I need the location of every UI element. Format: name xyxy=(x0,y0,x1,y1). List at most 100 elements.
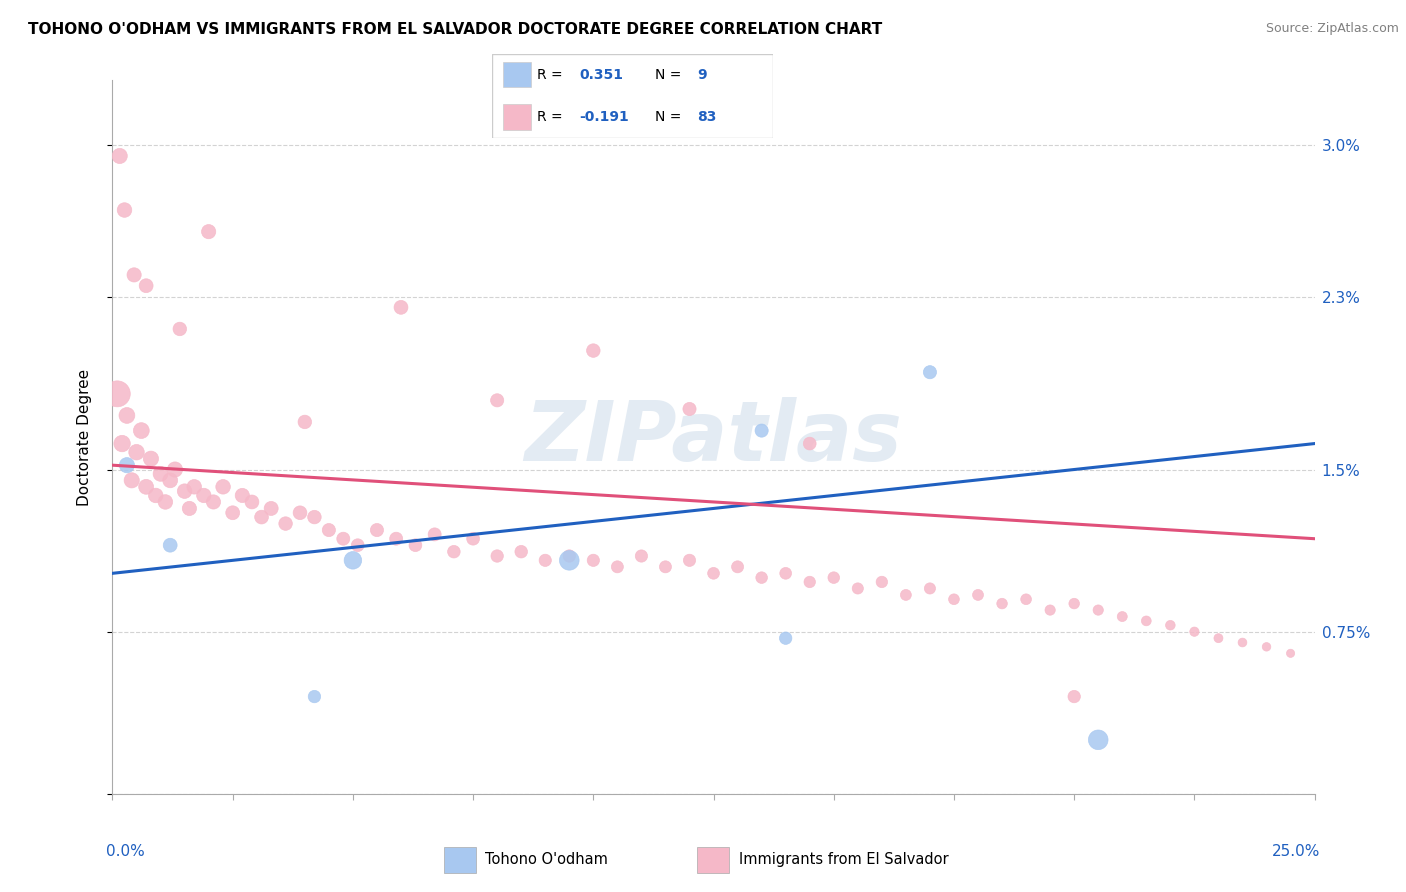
Point xyxy=(727,559,749,574)
Point xyxy=(534,553,557,567)
Point xyxy=(654,559,676,574)
Point xyxy=(288,506,311,520)
Point xyxy=(942,592,965,607)
Point xyxy=(582,343,605,358)
Point xyxy=(1015,592,1038,607)
Point xyxy=(630,549,652,563)
Point xyxy=(389,301,412,315)
Point xyxy=(1087,732,1109,747)
Point xyxy=(125,445,148,459)
Point xyxy=(202,495,225,509)
Point xyxy=(423,527,446,541)
Point xyxy=(846,582,869,596)
Point xyxy=(385,532,408,546)
Point xyxy=(775,566,797,581)
Point xyxy=(1111,609,1133,624)
Text: R =: R = xyxy=(537,68,567,82)
Point xyxy=(179,501,201,516)
Point xyxy=(510,544,533,558)
Point xyxy=(775,631,797,645)
Text: 9: 9 xyxy=(697,68,707,82)
Point xyxy=(582,553,605,567)
Point xyxy=(260,501,283,516)
Point xyxy=(678,553,700,567)
Point xyxy=(108,149,131,163)
Point xyxy=(304,510,326,524)
Text: 0.0%: 0.0% xyxy=(107,844,145,859)
Point xyxy=(115,409,138,423)
Text: Tohono O'odham: Tohono O'odham xyxy=(485,853,609,867)
Point xyxy=(461,532,484,546)
Point xyxy=(121,473,143,487)
Point xyxy=(1184,624,1206,639)
Point xyxy=(1232,635,1254,649)
Point xyxy=(486,393,509,408)
Text: N =: N = xyxy=(655,110,686,124)
Point xyxy=(135,480,157,494)
FancyBboxPatch shape xyxy=(492,54,773,138)
Text: 83: 83 xyxy=(697,110,717,124)
Point xyxy=(332,532,354,546)
Point xyxy=(145,488,167,502)
FancyBboxPatch shape xyxy=(503,104,531,130)
FancyBboxPatch shape xyxy=(444,847,475,873)
Point xyxy=(799,574,821,589)
Text: Source: ZipAtlas.com: Source: ZipAtlas.com xyxy=(1265,22,1399,36)
Point xyxy=(702,566,725,581)
Text: 25.0%: 25.0% xyxy=(1272,844,1320,859)
Point xyxy=(294,415,316,429)
Point xyxy=(1039,603,1062,617)
Point xyxy=(823,571,845,585)
Point xyxy=(342,553,364,567)
Point xyxy=(135,278,157,293)
Point xyxy=(1279,646,1302,660)
Point xyxy=(678,401,700,416)
Point xyxy=(366,523,388,537)
Point xyxy=(149,467,172,481)
Point xyxy=(1087,603,1109,617)
Text: R =: R = xyxy=(537,110,567,124)
Point xyxy=(111,436,134,450)
Point xyxy=(918,365,941,379)
Point xyxy=(894,588,917,602)
Point xyxy=(558,553,581,567)
Point xyxy=(1135,614,1157,628)
Point xyxy=(751,571,773,585)
Point xyxy=(558,549,581,563)
Point xyxy=(159,538,181,552)
Point xyxy=(274,516,297,531)
Point xyxy=(918,582,941,596)
Point xyxy=(222,506,245,520)
Point xyxy=(169,322,191,336)
FancyBboxPatch shape xyxy=(503,62,531,87)
Point xyxy=(231,488,253,502)
Point xyxy=(751,424,773,438)
Point xyxy=(139,451,162,466)
Text: N =: N = xyxy=(655,68,686,82)
Point xyxy=(131,424,153,438)
Point xyxy=(114,202,136,217)
Point xyxy=(173,484,195,499)
FancyBboxPatch shape xyxy=(697,847,728,873)
Text: TOHONO O'ODHAM VS IMMIGRANTS FROM EL SALVADOR DOCTORATE DEGREE CORRELATION CHART: TOHONO O'ODHAM VS IMMIGRANTS FROM EL SAL… xyxy=(28,22,883,37)
Text: 0.351: 0.351 xyxy=(579,68,623,82)
Point xyxy=(159,473,181,487)
Point xyxy=(870,574,893,589)
Point xyxy=(404,538,426,552)
Point xyxy=(304,690,326,704)
Point xyxy=(240,495,263,509)
Point xyxy=(1208,631,1230,645)
Point xyxy=(155,495,177,509)
Text: ZIPatlas: ZIPatlas xyxy=(524,397,903,477)
Point xyxy=(163,462,186,476)
Point xyxy=(486,549,509,563)
Point xyxy=(250,510,273,524)
Point xyxy=(1159,618,1181,632)
Point xyxy=(197,225,219,239)
Point xyxy=(991,597,1014,611)
Point xyxy=(1063,690,1085,704)
Point xyxy=(183,480,205,494)
Point xyxy=(193,488,215,502)
Point xyxy=(122,268,145,282)
Point xyxy=(1256,640,1278,654)
